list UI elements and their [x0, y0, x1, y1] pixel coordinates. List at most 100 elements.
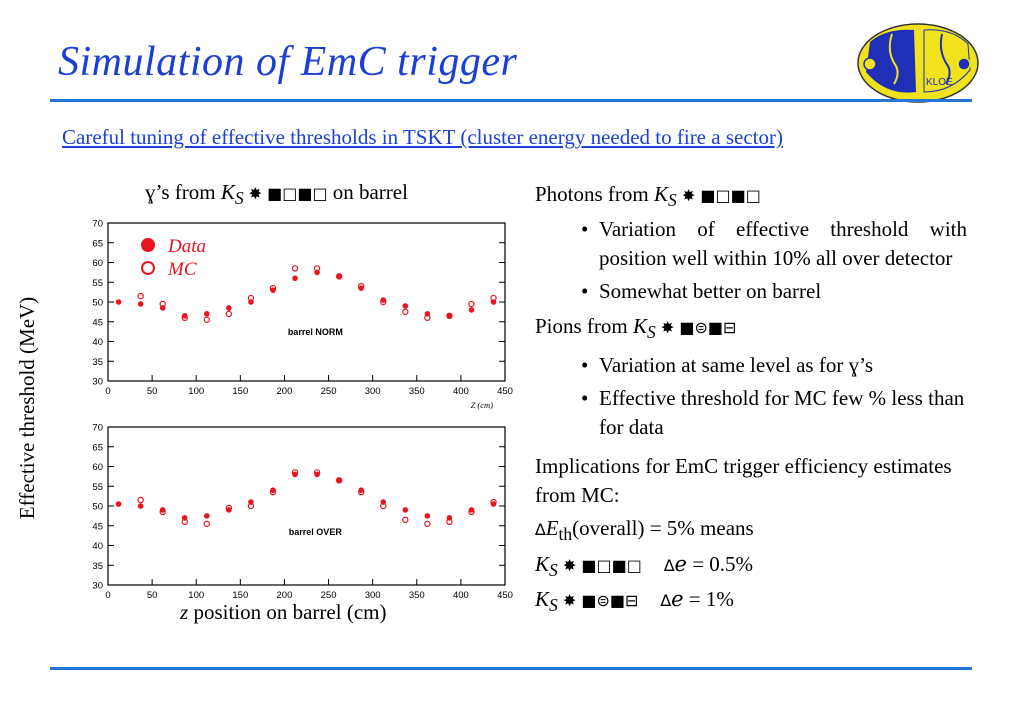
- pi0-efficiency-line: KS ✸ ■□■□ ∆ℯ = 0.5%: [535, 551, 754, 580]
- y-tick-label: 65: [92, 238, 103, 249]
- x-tick-label: 200: [277, 590, 293, 601]
- kloe-logo: KLOE: [857, 23, 979, 103]
- mc-point: [446, 518, 453, 525]
- implications-text: Implications for EmC trigger efficiency …: [535, 454, 952, 508]
- mc-point: [269, 488, 277, 496]
- y-tick-label: 50: [92, 298, 103, 309]
- data-point: [358, 487, 364, 494]
- y-tick-label: 60: [92, 462, 103, 473]
- x-tick-label: 350: [409, 590, 425, 601]
- y-tick-label: 50: [92, 502, 103, 513]
- mc-point: [335, 273, 343, 280]
- mc-point: [490, 294, 497, 302]
- list-item: • Variation at same level as for ɣ’s: [581, 353, 874, 378]
- mc-point: [225, 310, 233, 318]
- legend-data-marker: [141, 238, 155, 252]
- x-tick-label: 50: [147, 590, 158, 601]
- data-point: [336, 273, 342, 280]
- y-tick-label: 35: [92, 357, 103, 368]
- x-axis-label: z position on barrel (cm): [180, 600, 387, 624]
- y-tick-label: 40: [92, 337, 103, 348]
- plot-label: barrel NORM: [288, 327, 343, 337]
- mc-point: [181, 518, 188, 525]
- x-tick-label: 300: [365, 386, 381, 397]
- mc-point: [446, 312, 453, 320]
- y-tick-label: 60: [92, 258, 103, 269]
- x-tick-label: 150: [232, 386, 248, 397]
- y-axis-label: Effective threshold (MeV): [15, 296, 39, 520]
- x-tick-label: 100: [188, 590, 204, 601]
- logo-text: KLOE: [926, 77, 953, 88]
- mc-point: [313, 469, 321, 476]
- x-tick-label: 250: [321, 590, 337, 601]
- mc-point: [247, 294, 255, 302]
- data-point: [402, 507, 409, 513]
- data-point: [468, 307, 475, 313]
- mc-point: [357, 282, 365, 290]
- x-tick-label: 0: [105, 590, 110, 601]
- x-tick-label: 300: [365, 590, 381, 601]
- data-point: [468, 507, 475, 513]
- mc-point: [313, 265, 321, 272]
- data-point: [380, 297, 387, 303]
- top-rule: [50, 99, 972, 102]
- mc-point: [247, 502, 255, 510]
- plot-label: barrel OVER: [289, 527, 343, 537]
- x-tick-label: 100: [188, 386, 204, 397]
- mc-point: [159, 508, 166, 516]
- list-item: • Somewhat better on barrel: [581, 279, 822, 304]
- y-tick-label: 70: [92, 219, 103, 230]
- mc-point: [380, 298, 387, 306]
- data-point: [446, 313, 453, 319]
- left-plot-header: ɣ’s from KS ✸ ■□■□ on barrel: [145, 180, 408, 209]
- mc-point: [357, 488, 365, 496]
- data-point: [270, 287, 276, 293]
- data-point: [336, 477, 342, 484]
- data-point: [402, 303, 409, 309]
- data-point: [270, 487, 276, 494]
- pipm-efficiency-line: KS ✸ ■⊜■⊟ ∆ℯ = 1%: [535, 586, 734, 615]
- x-unit-label: Z (cm): [471, 400, 494, 410]
- y-tick-label: 30: [92, 377, 103, 388]
- photons-heading: Photons from KS ✸ ■□■□: [535, 182, 761, 211]
- data-point: [424, 513, 431, 519]
- mc-point: [490, 498, 497, 506]
- data-point: [292, 471, 298, 478]
- data-point: [490, 501, 497, 507]
- y-tick-label: 30: [92, 581, 103, 592]
- mc-point: [335, 477, 343, 484]
- x-tick-label: 450: [497, 590, 513, 601]
- list-item: • Variation of effective threshold with …: [581, 217, 967, 271]
- legend-data-label: Data: [167, 236, 206, 257]
- data-point: [137, 503, 144, 509]
- y-tick-label: 55: [92, 482, 103, 493]
- x-tick-label: 450: [497, 386, 513, 397]
- data-point: [181, 313, 188, 319]
- mc-point: [181, 314, 188, 322]
- mc-point: [203, 316, 211, 323]
- decay-symbols: ✸ ■□■□: [243, 184, 333, 203]
- x-tick-label: 400: [453, 386, 469, 397]
- data-point: [204, 513, 210, 519]
- mc-point: [291, 469, 299, 476]
- x-tick-label: 50: [147, 386, 158, 397]
- mc-point: [402, 516, 409, 524]
- x-tick-label: 350: [409, 386, 425, 397]
- plot-frame: [107, 426, 506, 586]
- data-point: [314, 471, 320, 478]
- x-tick-label: 0: [105, 386, 110, 397]
- mc-point: [137, 496, 144, 504]
- subtitle: Careful tuning of effective thresholds i…: [62, 125, 783, 149]
- mc-point: [380, 502, 387, 510]
- legend-mc-marker: [141, 261, 155, 275]
- mc-point: [225, 504, 233, 512]
- mc-point: [468, 508, 475, 516]
- x-tick-label: 150: [232, 590, 248, 601]
- legend-mc-label: MC: [167, 259, 197, 280]
- page-title: Simulation of EmC trigger: [58, 39, 518, 85]
- mc-point: [402, 308, 409, 316]
- data-point: [159, 507, 166, 513]
- data-point: [137, 301, 144, 307]
- x-unit-label: Z (cm): [471, 604, 494, 605]
